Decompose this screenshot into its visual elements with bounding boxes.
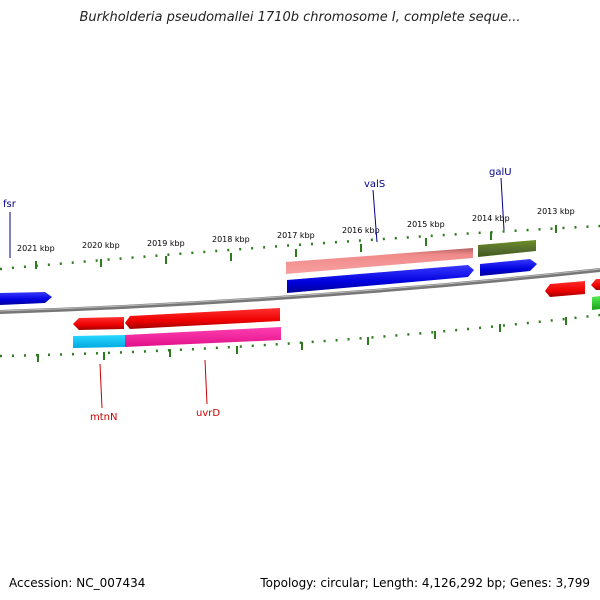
galU-leader bbox=[500, 177, 505, 231]
accession-text: Accession: NC_007434 bbox=[9, 576, 146, 590]
kbp-label: 2013 kbp bbox=[537, 207, 575, 216]
gene-label-mtnN: mtnN bbox=[90, 412, 117, 423]
uvrD-leader bbox=[204, 359, 208, 405]
lower-major-ticks bbox=[37, 317, 567, 362]
kbp-label: 2017 kbp bbox=[277, 231, 315, 240]
gene-arrow-reverse bbox=[73, 317, 124, 330]
gene-arrow-forward bbox=[480, 259, 537, 276]
kbp-label: 2016 kbp bbox=[342, 226, 380, 235]
kbp-label: 2018 kbp bbox=[212, 235, 250, 244]
upper-major-ticks bbox=[35, 225, 557, 269]
gene-arrow-reverse bbox=[125, 308, 280, 329]
gene-uvrD bbox=[125, 327, 281, 347]
kbp-label: 2015 kbp bbox=[407, 220, 445, 229]
gene-arrow-forward bbox=[0, 292, 52, 305]
gene-label-valS: valS bbox=[364, 179, 385, 190]
gene-label-uvrD: uvrD bbox=[196, 408, 220, 419]
gene-green bbox=[592, 296, 600, 310]
gene-mtnN bbox=[73, 335, 125, 348]
topology-summary: Topology: circular; Length: 4,126,292 bp… bbox=[260, 576, 590, 590]
gene-label-fsr: fsr bbox=[3, 199, 17, 210]
gene-arrow-reverse bbox=[591, 279, 600, 290]
kbp-label: 2019 kbp bbox=[147, 239, 185, 248]
kbp-label: 2021 kbp bbox=[17, 244, 55, 253]
sequence-title: Burkholderia pseudomallei 1710b chromoso… bbox=[79, 10, 521, 25]
gene-arrow-forward bbox=[287, 265, 474, 293]
lower-tick-track bbox=[0, 313, 600, 358]
chromosome-backbone bbox=[0, 268, 600, 314]
valS-leader bbox=[372, 189, 378, 243]
gene-galU bbox=[478, 240, 536, 257]
kbp-label: 2020 kbp bbox=[82, 241, 120, 250]
gene-label-galU: galU bbox=[489, 167, 512, 178]
mtnN-leader bbox=[99, 363, 103, 409]
gene-arrow-reverse bbox=[545, 281, 585, 297]
gene-valS bbox=[286, 248, 473, 274]
upper-tick-track bbox=[0, 224, 600, 271]
kbp-label: 2014 kbp bbox=[472, 214, 510, 223]
